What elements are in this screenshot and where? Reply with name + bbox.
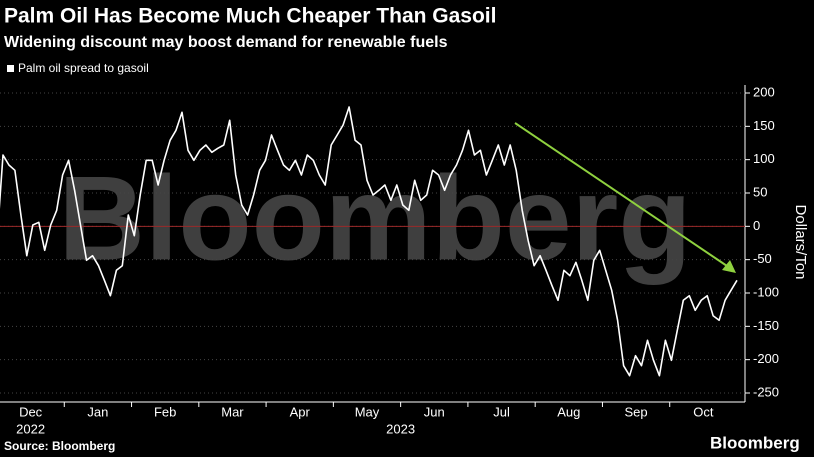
y-tick-label: -200	[753, 351, 779, 366]
y-tick-label: -100	[753, 284, 779, 299]
x-tick-label: Feb	[154, 404, 176, 419]
chart-subtitle: Widening discount may boost demand for r…	[4, 34, 448, 51]
year-label: 2022	[16, 421, 45, 436]
series-line	[0, 106, 738, 377]
y-tick-label: -150	[753, 318, 779, 333]
y-tick-label: -250	[753, 384, 779, 399]
x-tick-label: Sep	[625, 404, 648, 419]
y-tick-label: 0	[753, 218, 760, 233]
y-tick-label: 50	[753, 184, 767, 199]
x-tick-label: Mar	[221, 404, 244, 419]
legend-label: Palm oil spread to gasoil	[18, 61, 149, 75]
x-tick-label: Jul	[493, 404, 510, 419]
x-tick-label: May	[355, 404, 380, 419]
x-tick-label: Apr	[290, 404, 311, 419]
x-tick-label: Oct	[693, 404, 714, 419]
logo: Bloomberg	[710, 433, 800, 452]
chart-title: Palm Oil Has Become Much Cheaper Than Ga…	[4, 5, 496, 28]
arrow-head	[722, 260, 736, 273]
y-tick-label: 150	[753, 118, 775, 133]
y-axis-label: Dollars/Ton	[792, 204, 809, 279]
trend-arrow	[514, 122, 731, 269]
legend-swatch	[7, 65, 14, 72]
x-tick-label: Jan	[87, 404, 108, 419]
y-tick-label: 200	[753, 84, 775, 99]
y-tick-label: -50	[753, 251, 772, 266]
source: Source: Bloomberg	[4, 439, 115, 453]
watermark: Bloomberg	[58, 152, 691, 286]
x-tick-label: Jun	[424, 404, 445, 419]
x-tick-label: Aug	[557, 404, 580, 419]
x-tick-label: Dec	[19, 404, 43, 419]
year-label: 2023	[386, 421, 415, 436]
y-tick-label: 100	[753, 151, 775, 166]
